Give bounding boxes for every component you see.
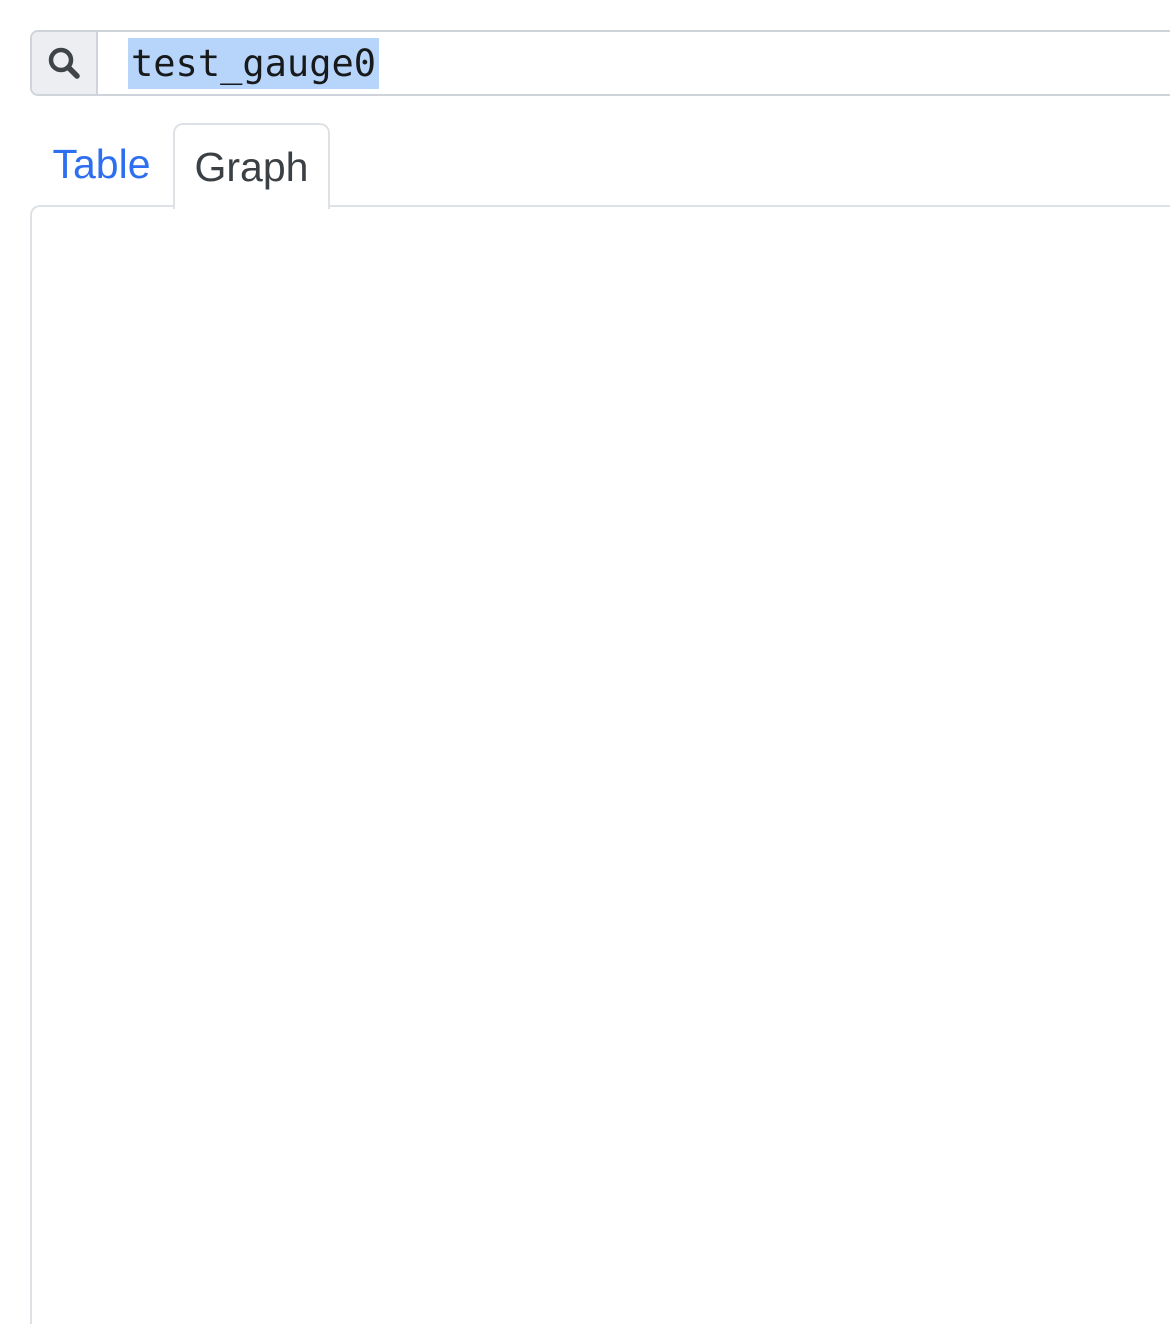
- query-input[interactable]: test_gauge0: [98, 32, 1170, 94]
- tab-table[interactable]: Table: [30, 123, 173, 205]
- search-icon-box: [32, 32, 98, 94]
- query-text-selected: test_gauge0: [128, 37, 380, 89]
- tab-graph-label: Graph: [194, 143, 309, 190]
- tab-table-label: Table: [52, 140, 151, 187]
- search-icon: [48, 47, 80, 79]
- query-bar: test_gauge0: [30, 30, 1170, 96]
- tab-graph[interactable]: Graph: [173, 123, 330, 209]
- graph-panel: [30, 205, 1170, 1324]
